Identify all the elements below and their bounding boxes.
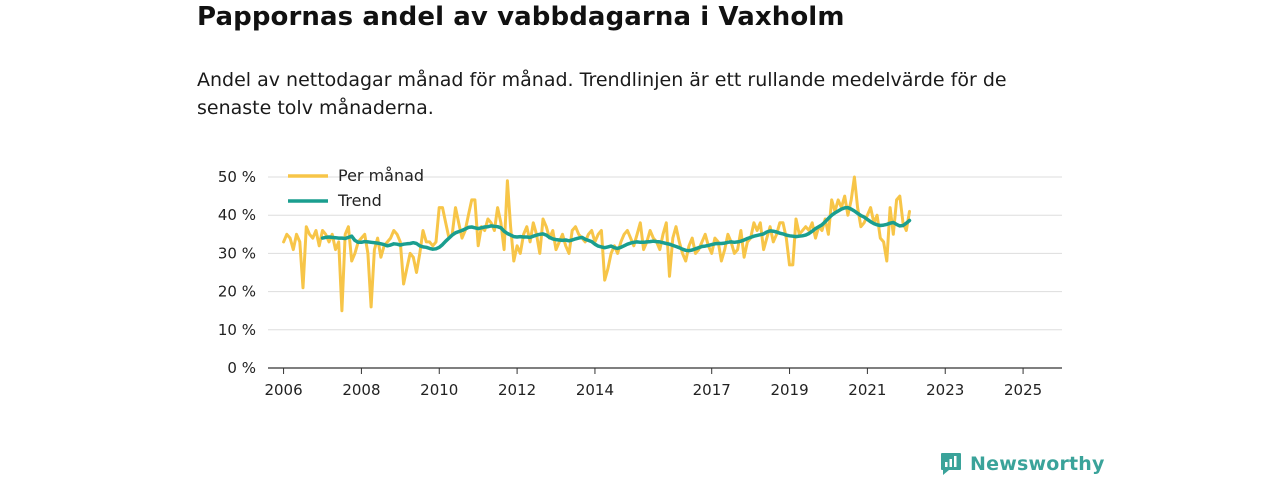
x-tick-label: 2012 xyxy=(498,381,536,399)
x-tick-label: 2017 xyxy=(693,381,731,399)
y-tick-label: 10 % xyxy=(218,321,256,339)
x-tick-label: 2010 xyxy=(420,381,458,399)
x-tick-label: 2006 xyxy=(264,381,302,399)
y-tick-label: 30 % xyxy=(218,244,256,262)
x-tick-label: 2023 xyxy=(926,381,964,399)
y-tick-label: 40 % xyxy=(218,206,256,224)
x-tick-label: 2014 xyxy=(576,381,614,399)
legend-label-trend: Trend xyxy=(337,191,382,210)
y-tick-label: 20 % xyxy=(218,283,256,301)
legend-label-per-manad: Per månad xyxy=(338,166,424,185)
brand-name: Newsworthy xyxy=(970,453,1105,475)
x-tick-label: 2008 xyxy=(342,381,380,399)
grid-lines xyxy=(268,176,1062,331)
x-tick-label: 2025 xyxy=(1004,381,1042,399)
y-tick-label: 0 % xyxy=(227,359,256,377)
x-tick-label: 2021 xyxy=(848,381,886,399)
chart-subtitle: Andel av nettodagar månad för månad. Tre… xyxy=(197,69,1007,119)
y-tick-label: 50 % xyxy=(218,168,256,186)
x-tick-label: 2019 xyxy=(770,381,808,399)
axes: 0 % 10 % 20 % 30 % 40 % 50 % 2006 2008 2010 2012 2… xyxy=(218,168,1062,399)
series-line-per-manad xyxy=(282,175,911,313)
series xyxy=(282,175,912,313)
legend: Per månad Trend xyxy=(288,166,424,210)
series-line-trend xyxy=(320,205,912,253)
newsworthy-logo-icon xyxy=(941,453,961,475)
brand: Newsworthy xyxy=(940,450,1105,478)
chart-title: Pappornas andel av vabbdagarna i Vaxholm xyxy=(197,2,845,32)
